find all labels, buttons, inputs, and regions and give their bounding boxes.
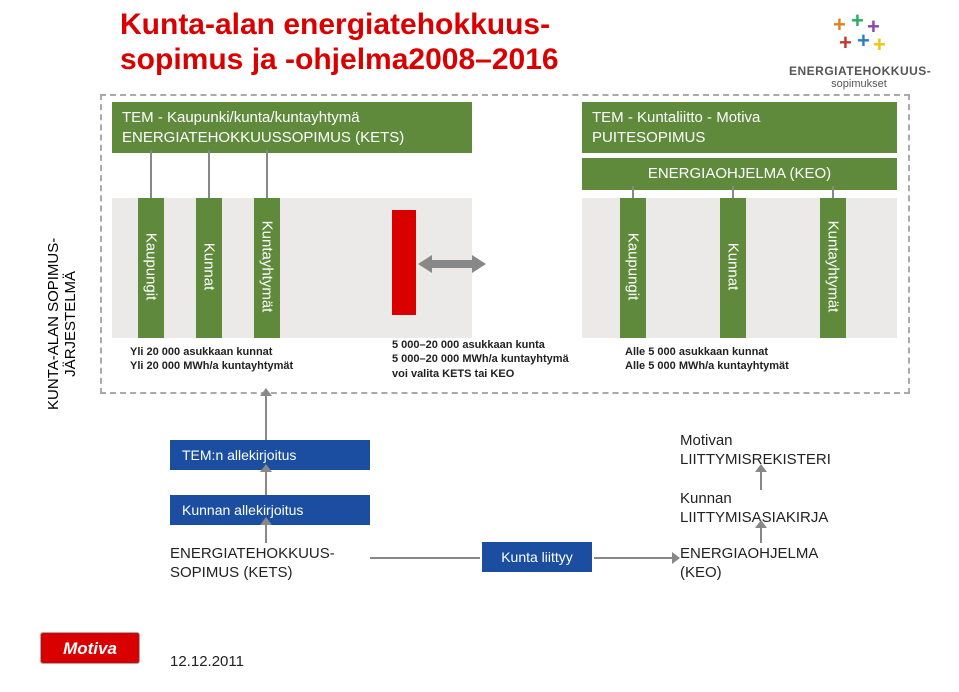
puite-line2: PUITESOPIMUS bbox=[592, 128, 887, 148]
conn-l2 bbox=[208, 150, 210, 198]
note-right: Alle 5 000 asukkaan kunnat Alle 5 000 MW… bbox=[625, 345, 845, 374]
motiva-logo: Motiva bbox=[40, 632, 140, 664]
title-line2: sopimus ja -ohjelma2008–2016 bbox=[120, 43, 559, 76]
double-arrow-icon bbox=[418, 255, 486, 273]
energiatehokkuus-logo: + + + + + + ENERGIATEHOKKUUS- sopimukset bbox=[789, 12, 929, 90]
conn-r1 bbox=[632, 186, 634, 198]
side-label-line2: JÄRJESTELMÄ bbox=[62, 238, 79, 410]
logo-text-1: ENERGIATEHOKKUUS- bbox=[789, 64, 929, 78]
conn-l1 bbox=[150, 150, 152, 198]
arrow-keo-up bbox=[760, 528, 762, 543]
kets-line1: TEM - Kaupunki/kunta/kuntayhtymä bbox=[122, 108, 462, 128]
kets-line2: ENERGIATEHOKKUUSSOPIMUS (KETS) bbox=[122, 128, 462, 148]
note-middle: 5 000–20 000 asukkaan kunta 5 000–20 000… bbox=[392, 338, 582, 381]
page-title: Kunta-alan energiatehokkuus- sopimus ja … bbox=[120, 8, 559, 77]
vbar-right-kuntayhtymat: Kuntayhtymät bbox=[820, 198, 846, 338]
puite-line1: TEM - Kuntaliitto - Motiva bbox=[592, 108, 887, 128]
vbar-left-kaupungit: Kaupungit bbox=[138, 198, 164, 338]
arrow-tem-up bbox=[265, 396, 267, 440]
conn-r3 bbox=[832, 186, 834, 198]
side-label-line1: KUNTA-ALAN SOPIMUS- bbox=[45, 238, 62, 410]
arrow-kunnan-up bbox=[265, 472, 267, 495]
energiaohjelma-box: ENERGIAOHJELMA (KEO) bbox=[582, 158, 897, 190]
line-kuntaliittyy-left bbox=[370, 557, 480, 559]
conn-r2 bbox=[732, 186, 734, 198]
kets-header-box: TEM - Kaupunki/kunta/kuntayhtymä ENERGIA… bbox=[112, 102, 472, 153]
note-left: Yli 20 000 asukkaan kunnat Yli 20 000 MW… bbox=[130, 345, 350, 374]
arrow-kets-up bbox=[265, 525, 267, 543]
red-threshold-bar bbox=[392, 210, 416, 315]
conn-l3 bbox=[266, 150, 268, 198]
kunta-liittyy-box: Kunta liittyy bbox=[482, 542, 592, 572]
vbar-right-kaupungit: Kaupungit bbox=[620, 198, 646, 338]
arrow-kunnan-asiakirja-up bbox=[760, 472, 762, 490]
vbar-right-kunnat: Kunnat bbox=[720, 198, 746, 338]
label-energiaohjelma-keo: ENERGIAOHJELMA (KEO) bbox=[680, 545, 818, 583]
logo-text-2: sopimukset bbox=[789, 78, 929, 90]
footer-date: 12.12.2011 bbox=[170, 653, 244, 670]
title-line1: Kunta-alan energiatehokkuus- bbox=[120, 8, 550, 41]
side-label-wrap: KUNTA-ALAN SOPIMUS- JÄRJESTELMÄ bbox=[45, 238, 79, 410]
label-energiatehokkuus-kets: ENERGIATEHOKKUUS- SOPIMUS (KETS) bbox=[170, 545, 335, 583]
vbar-left-kunnat: Kunnat bbox=[196, 198, 222, 338]
puitesopimus-header-box: TEM - Kuntaliitto - Motiva PUITESOPIMUS bbox=[582, 102, 897, 153]
vbar-left-kuntayhtymat: Kuntayhtymät bbox=[254, 198, 280, 338]
plus-cluster-icon: + + + + + + bbox=[829, 12, 889, 62]
arrow-kuntaliittyy-right bbox=[594, 557, 672, 559]
